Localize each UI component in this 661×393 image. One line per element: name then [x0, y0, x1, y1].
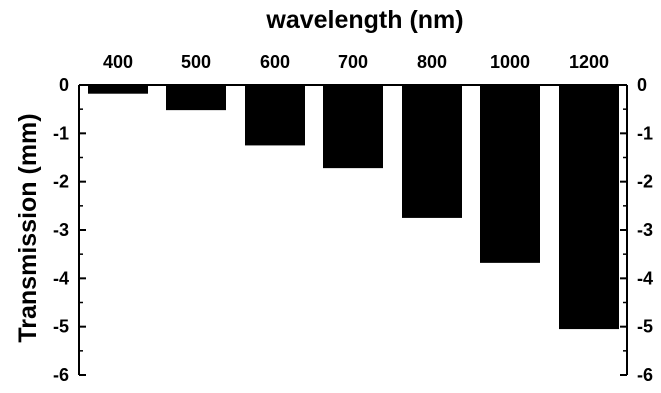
bar-800 [402, 85, 462, 218]
right-y-tick-label: -5 [637, 317, 653, 337]
x-tick-label-700: 700 [338, 52, 368, 72]
left-y-tick-label: -3 [53, 220, 69, 240]
right-y-tick-label: -1 [637, 123, 653, 143]
right-y-axis: 0 -1 -2 -3 -4 -5 -6 [620, 75, 653, 385]
left-y-axis: 0 -1 -2 -3 -4 -5 -6 [53, 75, 86, 385]
bars [88, 85, 619, 330]
y-axis-label: Transmission (mm) [14, 113, 42, 342]
bar-1200 [559, 85, 619, 330]
right-y-tick-label: 0 [637, 75, 647, 95]
left-y-tick-label: -4 [53, 268, 69, 288]
x-tick-label-1000: 1000 [490, 52, 530, 72]
left-y-tick-label: -2 [53, 172, 69, 192]
bar-500 [166, 85, 226, 111]
bar-400 [88, 85, 148, 94]
left-y-tick-label: -6 [53, 365, 69, 385]
bar-600 [245, 85, 305, 146]
left-y-tick-label: -1 [53, 123, 69, 143]
bar-700 [323, 85, 383, 169]
x-tick-label-500: 500 [181, 52, 211, 72]
left-y-tick-label: 0 [59, 75, 69, 95]
right-y-tick-label: -2 [637, 172, 653, 192]
right-y-tick-label: -6 [637, 365, 653, 385]
left-y-tick-label: -5 [53, 317, 69, 337]
x-tick-label-600: 600 [260, 52, 290, 72]
x-tick-labels: 400 500 600 700 800 1000 1200 [103, 52, 609, 72]
bar-1000 [480, 85, 540, 263]
right-y-tick-label: -4 [637, 268, 653, 288]
chart-title: wavelength (nm) [265, 6, 463, 34]
x-tick-label-1200: 1200 [569, 52, 609, 72]
x-tick-label-400: 400 [103, 52, 133, 72]
right-y-tick-label: -3 [637, 220, 653, 240]
x-tick-label-800: 800 [417, 52, 447, 72]
